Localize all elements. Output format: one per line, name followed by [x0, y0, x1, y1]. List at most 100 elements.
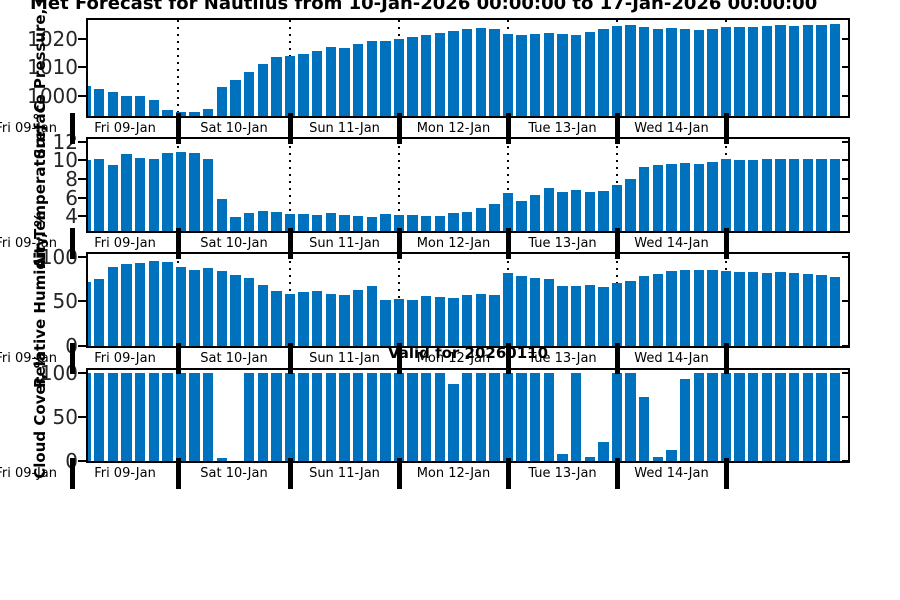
bar: [829, 23, 841, 116]
bar: [625, 280, 636, 346]
bar: [598, 287, 609, 346]
bar: [475, 28, 486, 116]
bar: [475, 294, 486, 346]
bar: [516, 276, 527, 346]
x-day-label: Fri 09-Jan: [94, 121, 156, 136]
x-day-label: Mon 12-Jan: [416, 466, 491, 481]
bar: [679, 378, 691, 461]
bar: [121, 372, 132, 461]
bar: [679, 28, 691, 116]
bar: [175, 152, 187, 231]
bar: [598, 191, 609, 231]
y-tick-label: 6: [65, 185, 78, 210]
bar: [162, 262, 173, 346]
x-day-label: Tue 13-Jan: [528, 466, 597, 481]
bar: [666, 164, 677, 231]
bar: [134, 157, 146, 231]
bar: [148, 261, 159, 346]
bar: [707, 270, 718, 346]
bar: [148, 100, 159, 116]
bar: [134, 95, 146, 116]
bar: [393, 298, 405, 346]
x-day-tick: [614, 458, 620, 489]
bar: [203, 372, 214, 461]
bar: [298, 213, 309, 231]
x-day-label: Wed 14-Jan: [634, 236, 709, 251]
x-day-label: Tue 13-Jan: [528, 121, 597, 136]
bar: [380, 40, 391, 116]
bar: [570, 286, 582, 346]
bar: [366, 216, 377, 231]
bar: [434, 215, 446, 231]
y-tick-mark: [842, 371, 850, 374]
bar: [434, 32, 446, 116]
y-tick-mark: [842, 196, 850, 199]
bar: [543, 279, 555, 346]
bar: [189, 372, 200, 461]
bar: [448, 213, 459, 231]
bar: [107, 372, 119, 461]
bar: [94, 159, 105, 231]
x-day-tick: [723, 458, 729, 489]
bar: [421, 372, 432, 461]
bar: [775, 372, 786, 461]
bar: [407, 215, 418, 231]
bar: [829, 159, 841, 231]
y-tick-label: 1010: [27, 55, 78, 80]
bar: [816, 24, 827, 116]
bar: [761, 372, 773, 461]
bar: [502, 192, 514, 231]
bar: [448, 297, 459, 346]
bar: [802, 372, 813, 461]
x-day-tick: [505, 228, 511, 259]
bar: [530, 34, 541, 116]
bar: [652, 28, 664, 116]
bar: [352, 372, 364, 461]
x-day-tick: [287, 343, 293, 374]
y-tick-mark: [842, 255, 850, 258]
bar: [407, 372, 418, 461]
bar: [312, 372, 323, 461]
x-day-tick: [723, 343, 729, 374]
bar: [339, 214, 350, 231]
bar: [775, 271, 786, 346]
bar: [421, 35, 432, 116]
bar: [775, 25, 786, 116]
bar: [121, 263, 132, 346]
day-boundary-gridline: [616, 139, 618, 231]
bar: [707, 162, 718, 231]
x-day-tick: [69, 343, 75, 374]
y-tick-label: 10: [52, 148, 78, 173]
bar: [707, 372, 718, 461]
bar: [720, 27, 732, 116]
bar: [530, 194, 541, 231]
bar: [434, 372, 446, 461]
bar: [652, 273, 664, 346]
day-boundary-gridline: [177, 20, 179, 116]
bar: [557, 453, 568, 461]
bar: [734, 372, 745, 461]
y-tick-mark: [78, 196, 86, 199]
bar: [94, 279, 105, 346]
x-day-label: Mon 12-Jan: [416, 121, 491, 136]
y-tick-mark: [78, 159, 86, 162]
bar: [298, 372, 309, 461]
y-tick-mark: [78, 177, 86, 180]
x-day-label: Wed 14-Jan: [634, 351, 709, 366]
bar: [162, 110, 173, 116]
bar: [88, 281, 91, 346]
bar: [557, 191, 568, 231]
bar: [393, 214, 405, 231]
bar: [543, 372, 555, 461]
bar: [516, 372, 527, 461]
bar: [271, 57, 282, 116]
bar: [543, 33, 555, 116]
y-axis-label: Cloud Cover, %: [31, 352, 49, 479]
bar: [107, 92, 119, 116]
x-day-label: Fri 09-Jan: [94, 236, 156, 251]
bar: [162, 152, 173, 231]
x-day-label: Sat 10-Jan: [200, 121, 268, 136]
bar: [312, 50, 323, 116]
bar: [584, 32, 595, 116]
bar: [748, 271, 759, 346]
